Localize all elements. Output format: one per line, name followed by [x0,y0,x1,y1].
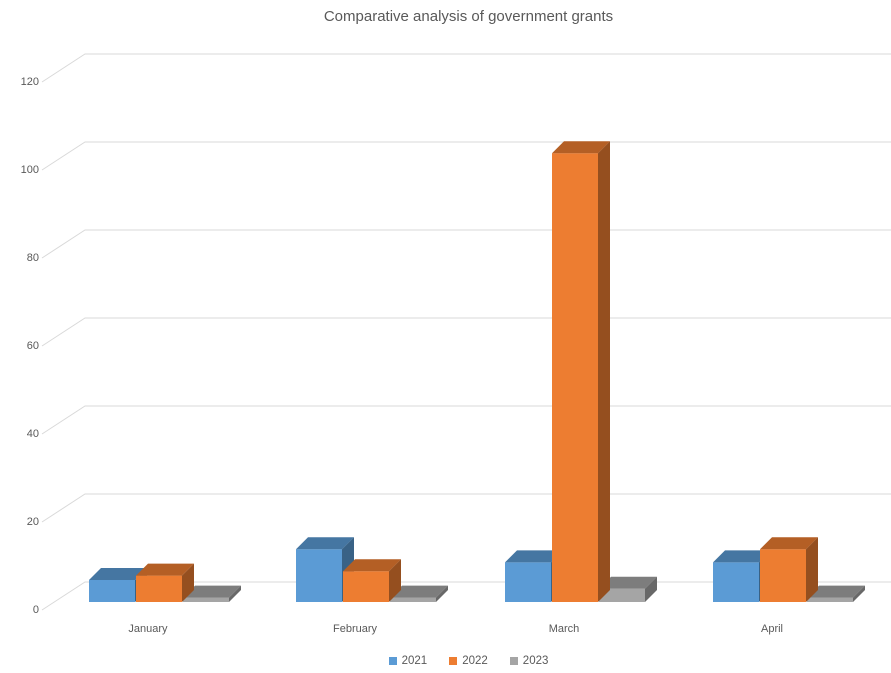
category-label-february: February [333,623,378,635]
category-label-march: March [549,623,580,635]
bar-2023-february [390,585,448,602]
bar-top-face [599,576,657,589]
legend-item-2021: 2021 [388,655,428,667]
bar-side-face [853,585,865,602]
bar-front-face [505,562,551,602]
chart-title: Comparative analysis of government grant… [323,8,614,25]
legend: 2021 2022 2023 [0,655,891,667]
bar-side-face [806,537,818,602]
bar-side-face [389,559,401,602]
y-tick-label-60: 60 [27,340,39,352]
bar-top-face [760,537,818,550]
y-tick-label-100: 100 [21,164,39,176]
bar-top-face [390,585,448,598]
bar-2022-april [760,537,818,602]
bar-top-face [183,585,241,598]
bar-side-face [436,585,448,602]
bar-front-face [136,575,182,602]
bar-2022-january [136,563,194,602]
legend-swatch-2021 [388,657,397,665]
bar-front-face [89,580,135,602]
y-tick-label-0: 0 [33,604,39,616]
legend-item-2022: 2022 [449,655,488,667]
bar-top-face [552,141,610,154]
category-label-april: April [761,623,783,635]
legend-swatch-2022 [449,657,458,665]
bar-top-face [505,550,563,563]
bar-front-face [807,597,853,602]
bar-top-face [136,563,194,576]
gridline-100 [41,141,891,171]
bar-side-face [645,576,657,602]
bar-top-face [89,568,147,580]
bar-top-face [807,585,865,598]
bar-front-face [599,588,645,602]
y-tick-label-40: 40 [27,428,39,440]
gridline-120 [41,53,891,83]
bar-side-face [182,563,194,602]
y-tick-label-80: 80 [27,252,39,264]
bar-top-face [296,537,354,550]
category-label-january: January [128,623,168,635]
bar-front-face [390,597,436,602]
y-tick-label-120: 120 [21,76,39,88]
legend-item-2023: 2023 [509,655,549,667]
gridline-80 [41,229,891,259]
bar-2022-february [343,559,401,602]
legend-label-2023: 2023 [522,655,549,667]
bar-front-face [183,597,229,602]
bar-2022-march [552,141,610,602]
bar-2023-march [599,576,657,602]
gridline-40 [41,405,891,435]
bar-front-face [296,549,342,602]
gridline-60 [41,317,891,347]
bar-side-face [598,141,610,602]
legend-label-2021: 2021 [401,655,428,667]
legend-swatch-2023 [509,657,518,665]
bar-front-face [552,153,598,602]
bar-top-face [713,550,771,563]
bar-front-face [343,571,389,602]
bar-2023-january [183,585,241,602]
bar-2023-april [807,585,865,602]
y-tick-label-20: 20 [27,516,39,528]
bar-side-face [229,585,241,602]
gridline-20 [41,493,891,523]
bar-front-face [760,549,806,602]
bar-top-face [343,559,401,572]
bar-front-face [713,562,759,602]
legend-label-2022: 2022 [462,655,488,667]
